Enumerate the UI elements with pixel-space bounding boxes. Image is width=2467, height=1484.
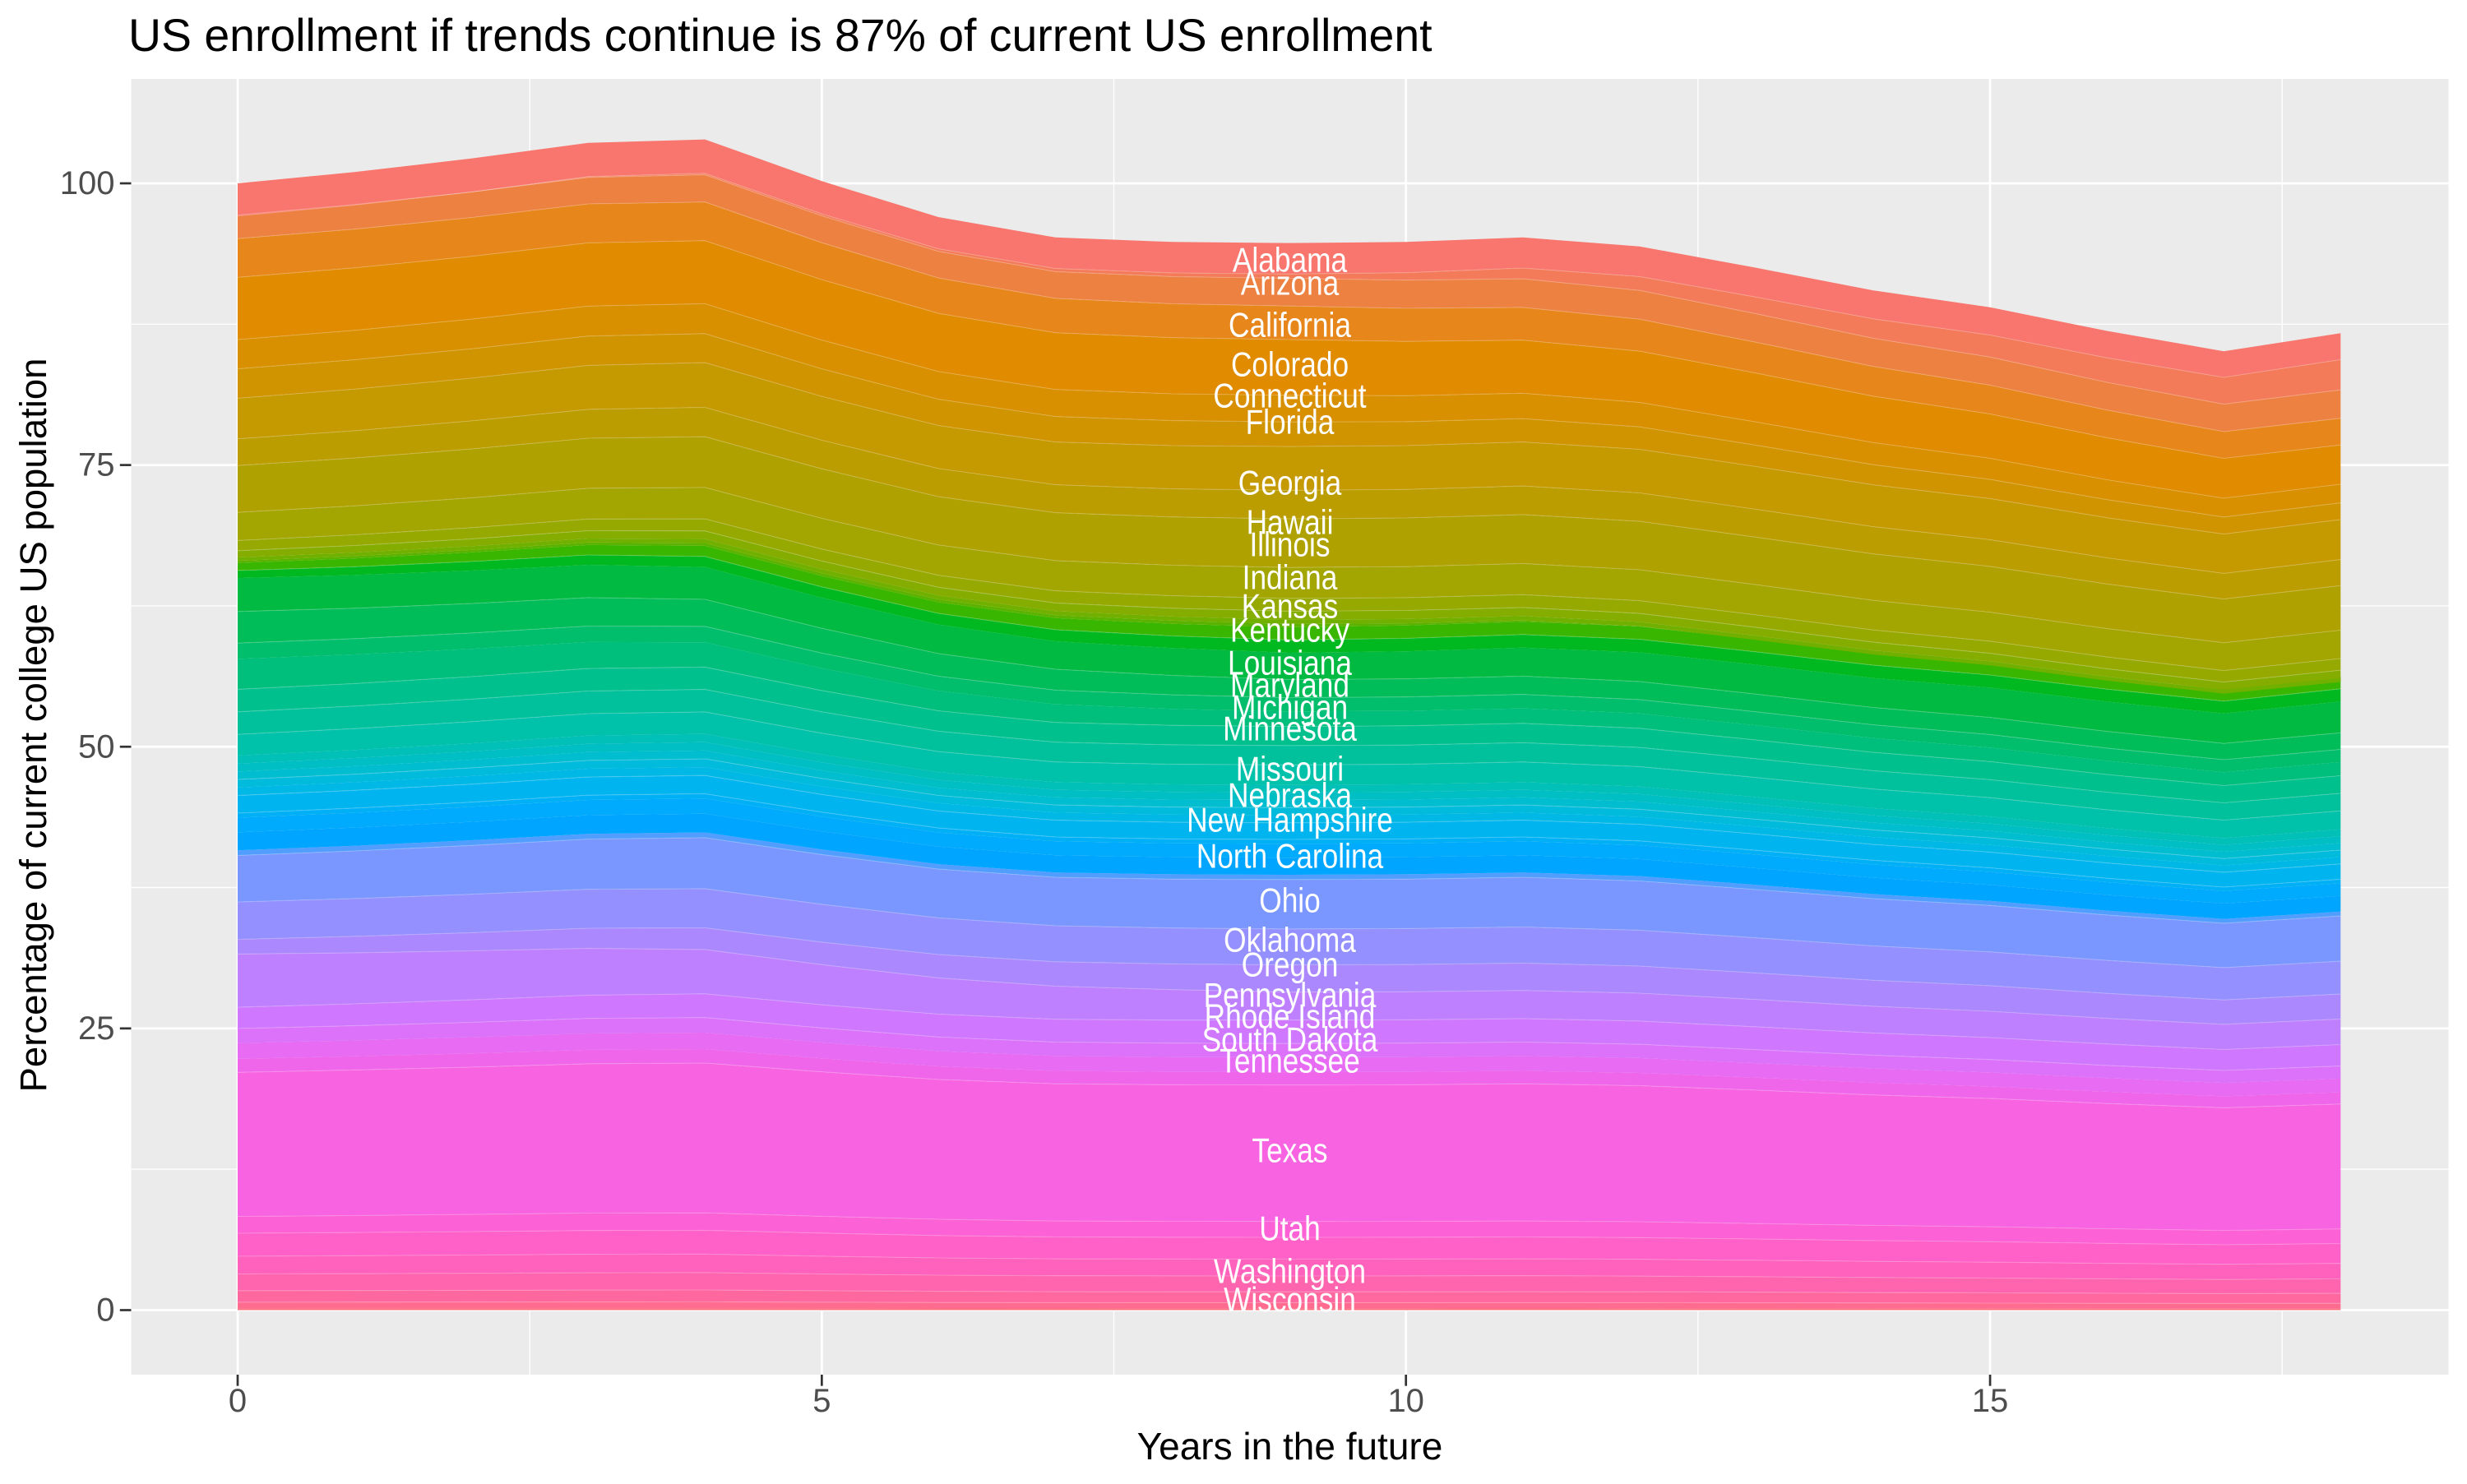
svg-text:Missouri: Missouri	[1236, 751, 1344, 789]
svg-text:Alabama: Alabama	[1233, 242, 1348, 280]
svg-text:Hawaii: Hawaii	[1247, 504, 1334, 543]
svg-text:California: California	[1229, 307, 1351, 345]
svg-text:Georgia: Georgia	[1238, 465, 1342, 503]
svg-text:25: 25	[78, 1010, 115, 1047]
svg-text:Connecticut: Connecticut	[1213, 377, 1366, 416]
svg-text:Ohio: Ohio	[1259, 882, 1320, 921]
svg-text:75: 75	[78, 447, 115, 483]
svg-text:Illinois: Illinois	[1250, 526, 1331, 565]
svg-text:Years in the future: Years in the future	[1137, 1425, 1443, 1468]
svg-text:Utah: Utah	[1259, 1210, 1320, 1249]
svg-text:US enrollment if trends contin: US enrollment if trends continue is 87% …	[128, 10, 1433, 61]
svg-text:Tennessee: Tennessee	[1220, 1042, 1360, 1081]
svg-text:Percentage of current college: Percentage of current college US populat…	[12, 358, 54, 1093]
svg-text:Oklahoma: Oklahoma	[1224, 922, 1356, 960]
svg-text:Michigan: Michigan	[1232, 689, 1348, 728]
svg-text:Pennsylvania: Pennsylvania	[1204, 977, 1377, 1015]
svg-text:Washington: Washington	[1214, 1253, 1366, 1292]
svg-text:50: 50	[78, 728, 115, 765]
svg-text:Wisconsin: Wisconsin	[1224, 1281, 1356, 1320]
svg-text:0: 0	[96, 1292, 114, 1329]
svg-text:South Dakota: South Dakota	[1202, 1021, 1378, 1060]
svg-text:Colorado: Colorado	[1231, 346, 1349, 385]
svg-text:5: 5	[812, 1383, 831, 1419]
svg-text:Arizona: Arizona	[1241, 265, 1340, 303]
svg-text:10: 10	[1387, 1383, 1424, 1419]
svg-text:Texas: Texas	[1252, 1132, 1327, 1171]
svg-text:Maryland: Maryland	[1230, 667, 1349, 705]
svg-text:Indiana: Indiana	[1243, 559, 1338, 598]
svg-text:100: 100	[60, 165, 115, 201]
svg-text:Kansas: Kansas	[1242, 588, 1339, 626]
svg-text:Florida: Florida	[1246, 404, 1335, 442]
svg-text:Oregon: Oregon	[1242, 946, 1339, 985]
svg-text:Louisiana: Louisiana	[1228, 645, 1352, 683]
svg-text:0: 0	[229, 1383, 247, 1419]
svg-text:15: 15	[1972, 1383, 2009, 1419]
svg-text:Nebraska: Nebraska	[1228, 777, 1352, 816]
svg-text:New Hampshire: New Hampshire	[1187, 802, 1393, 840]
svg-text:Minnesota: Minnesota	[1223, 710, 1357, 749]
svg-text:Kentucky: Kentucky	[1230, 612, 1350, 650]
svg-text:North Carolina: North Carolina	[1196, 838, 1384, 876]
svg-text:Rhode Island: Rhode Island	[1205, 998, 1376, 1037]
